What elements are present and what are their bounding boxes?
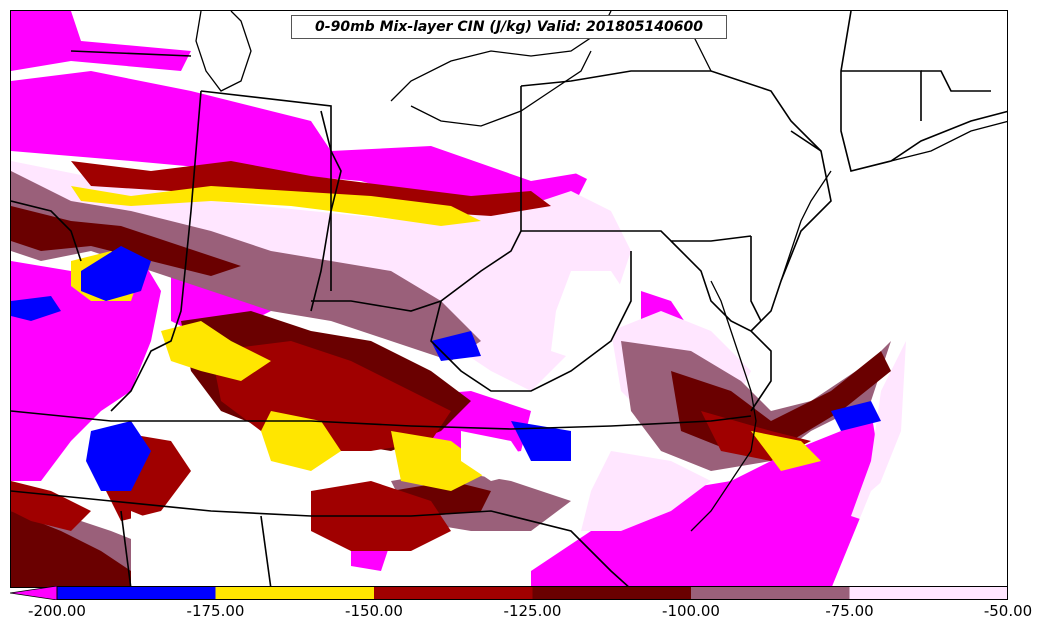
state-boundaries [11,11,1007,587]
colorbar-outline [56,586,1008,600]
colorbar-tick-label: -175.00 [186,602,245,620]
colorbar-tick-label: -125.00 [503,602,562,620]
colorbar-bin [849,586,1008,600]
colorbar-tick-label: -150.00 [345,602,403,620]
colorbar-bin [532,586,691,600]
colorbar-bin [215,586,374,600]
map-panel [10,10,1008,588]
colorbar-bin [57,586,216,600]
colorbar-bin [374,586,533,600]
colorbar-tick-label: -50.00 [983,602,1033,620]
colorbar-tick-label: -100.00 [662,602,720,620]
map-title: 0-90mb Mix-layer CIN (J/kg) Valid: 20180… [291,15,727,39]
colorbar [10,586,1008,600]
colorbar-bin [691,586,850,600]
colorbar-tick-label: -75.00 [825,602,874,620]
cin-weak-region [131,11,1007,587]
cin-map [11,11,1007,587]
colorbar-tick-label: -200.00 [28,602,86,620]
coastlines [195,11,1007,532]
colorbar-under-arrow [10,586,58,600]
